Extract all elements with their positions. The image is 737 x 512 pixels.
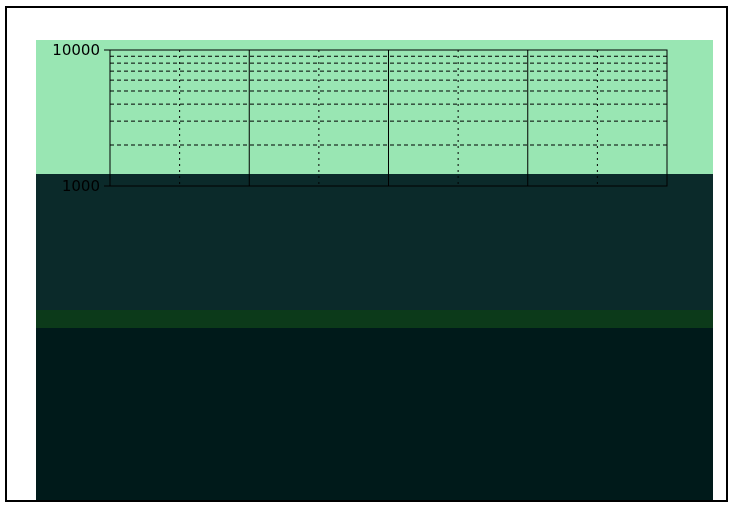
- chart-plot: 10000 1000: [36, 40, 713, 500]
- plot-band-bottom: [36, 328, 713, 500]
- chart-frame: 10000 1000: [5, 6, 728, 502]
- y-tick-label-1: 10000: [52, 41, 100, 59]
- y-tick-layer: 10000 1000: [52, 41, 140, 195]
- y-tick-label-2: 1000: [62, 177, 100, 195]
- plot-band-mid: [36, 174, 713, 310]
- plot-band-top: [36, 40, 713, 174]
- plot-band-low: [36, 310, 713, 328]
- grid-layer: [110, 50, 667, 186]
